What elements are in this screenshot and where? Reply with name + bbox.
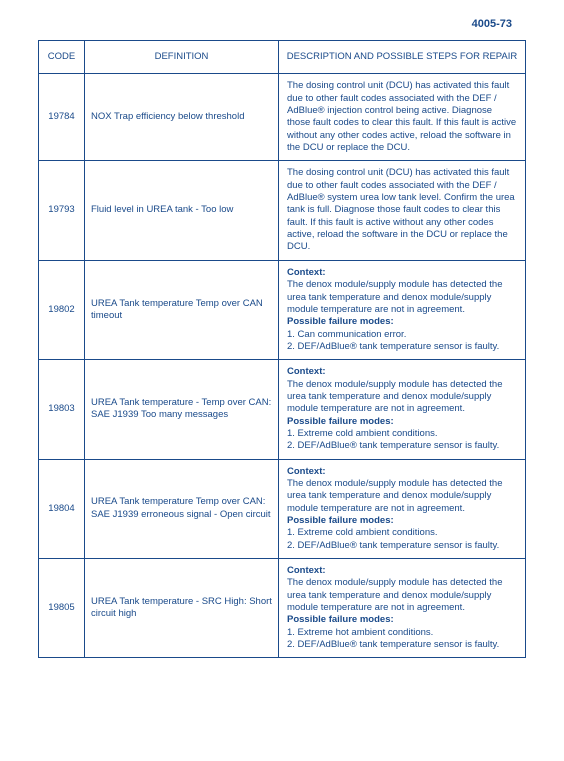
- table-row: 19805UREA Tank temperature - SRC High: S…: [39, 559, 526, 658]
- failure-mode-item: 1. Extreme hot ambient conditions.: [287, 627, 517, 639]
- definition-cell: NOX Trap efficiency below threshold: [85, 74, 279, 161]
- table-row: 19803UREA Tank temperature - Temp over C…: [39, 360, 526, 459]
- code-cell: 19784: [39, 74, 85, 161]
- header-definition: DEFINITION: [85, 41, 279, 74]
- failure-mode-item: 2. DEF/AdBlue® tank temperature sensor i…: [287, 440, 517, 452]
- context-text: The denox module/supply module has detec…: [287, 478, 517, 515]
- failure-mode-item: 1. Extreme cold ambient conditions.: [287, 428, 517, 440]
- failure-mode-item: 2. DEF/AdBlue® tank temperature sensor i…: [287, 341, 517, 353]
- description-text: The dosing control unit (DCU) has activa…: [287, 167, 515, 252]
- header-code: CODE: [39, 41, 85, 74]
- table-row: 19784NOX Trap efficiency below threshold…: [39, 74, 526, 161]
- context-label: Context:: [287, 267, 517, 279]
- definition-cell: Fluid level in UREA tank - Too low: [85, 161, 279, 260]
- page: 4005-73 CODE DEFINITION DESCRIPTION AND …: [0, 0, 564, 658]
- failure-modes-label: Possible failure modes:: [287, 614, 517, 626]
- description-cell: The dosing control unit (DCU) has activa…: [279, 74, 526, 161]
- context-text: The denox module/supply module has detec…: [287, 379, 517, 416]
- definition-cell: UREA Tank temperature - Temp over CAN: S…: [85, 360, 279, 459]
- context-label: Context:: [287, 366, 517, 378]
- code-cell: 19802: [39, 260, 85, 359]
- header-description: DESCRIPTION AND POSSIBLE STEPS FOR REPAI…: [279, 41, 526, 74]
- description-text: The dosing control unit (DCU) has activa…: [287, 80, 516, 153]
- context-text: The denox module/supply module has detec…: [287, 279, 517, 316]
- definition-cell: UREA Tank temperature Temp over CAN time…: [85, 260, 279, 359]
- context-label: Context:: [287, 466, 517, 478]
- code-cell: 19803: [39, 360, 85, 459]
- context-text: The denox module/supply module has detec…: [287, 577, 517, 614]
- table-row: 19793Fluid level in UREA tank - Too lowT…: [39, 161, 526, 260]
- failure-modes-label: Possible failure modes:: [287, 515, 517, 527]
- failure-mode-item: 1. Extreme cold ambient conditions.: [287, 527, 517, 539]
- failure-modes-label: Possible failure modes:: [287, 416, 517, 428]
- fault-code-table: CODE DEFINITION DESCRIPTION AND POSSIBLE…: [38, 40, 526, 658]
- description-cell: Context:The denox module/supply module h…: [279, 559, 526, 658]
- description-cell: Context:The denox module/supply module h…: [279, 360, 526, 459]
- code-cell: 19805: [39, 559, 85, 658]
- page-number: 4005-73: [38, 18, 526, 30]
- definition-cell: UREA Tank temperature - SRC High: Short …: [85, 559, 279, 658]
- failure-mode-item: 2. DEF/AdBlue® tank temperature sensor i…: [287, 639, 517, 651]
- context-label: Context:: [287, 565, 517, 577]
- description-cell: The dosing control unit (DCU) has activa…: [279, 161, 526, 260]
- definition-cell: UREA Tank temperature Temp over CAN: SAE…: [85, 459, 279, 558]
- table-header-row: CODE DEFINITION DESCRIPTION AND POSSIBLE…: [39, 41, 526, 74]
- description-cell: Context:The denox module/supply module h…: [279, 459, 526, 558]
- failure-mode-item: 2. DEF/AdBlue® tank temperature sensor i…: [287, 540, 517, 552]
- table-row: 19804UREA Tank temperature Temp over CAN…: [39, 459, 526, 558]
- code-cell: 19804: [39, 459, 85, 558]
- failure-modes-label: Possible failure modes:: [287, 316, 517, 328]
- code-cell: 19793: [39, 161, 85, 260]
- table-row: 19802UREA Tank temperature Temp over CAN…: [39, 260, 526, 359]
- description-cell: Context:The denox module/supply module h…: [279, 260, 526, 359]
- failure-mode-item: 1. Can communication error.: [287, 329, 517, 341]
